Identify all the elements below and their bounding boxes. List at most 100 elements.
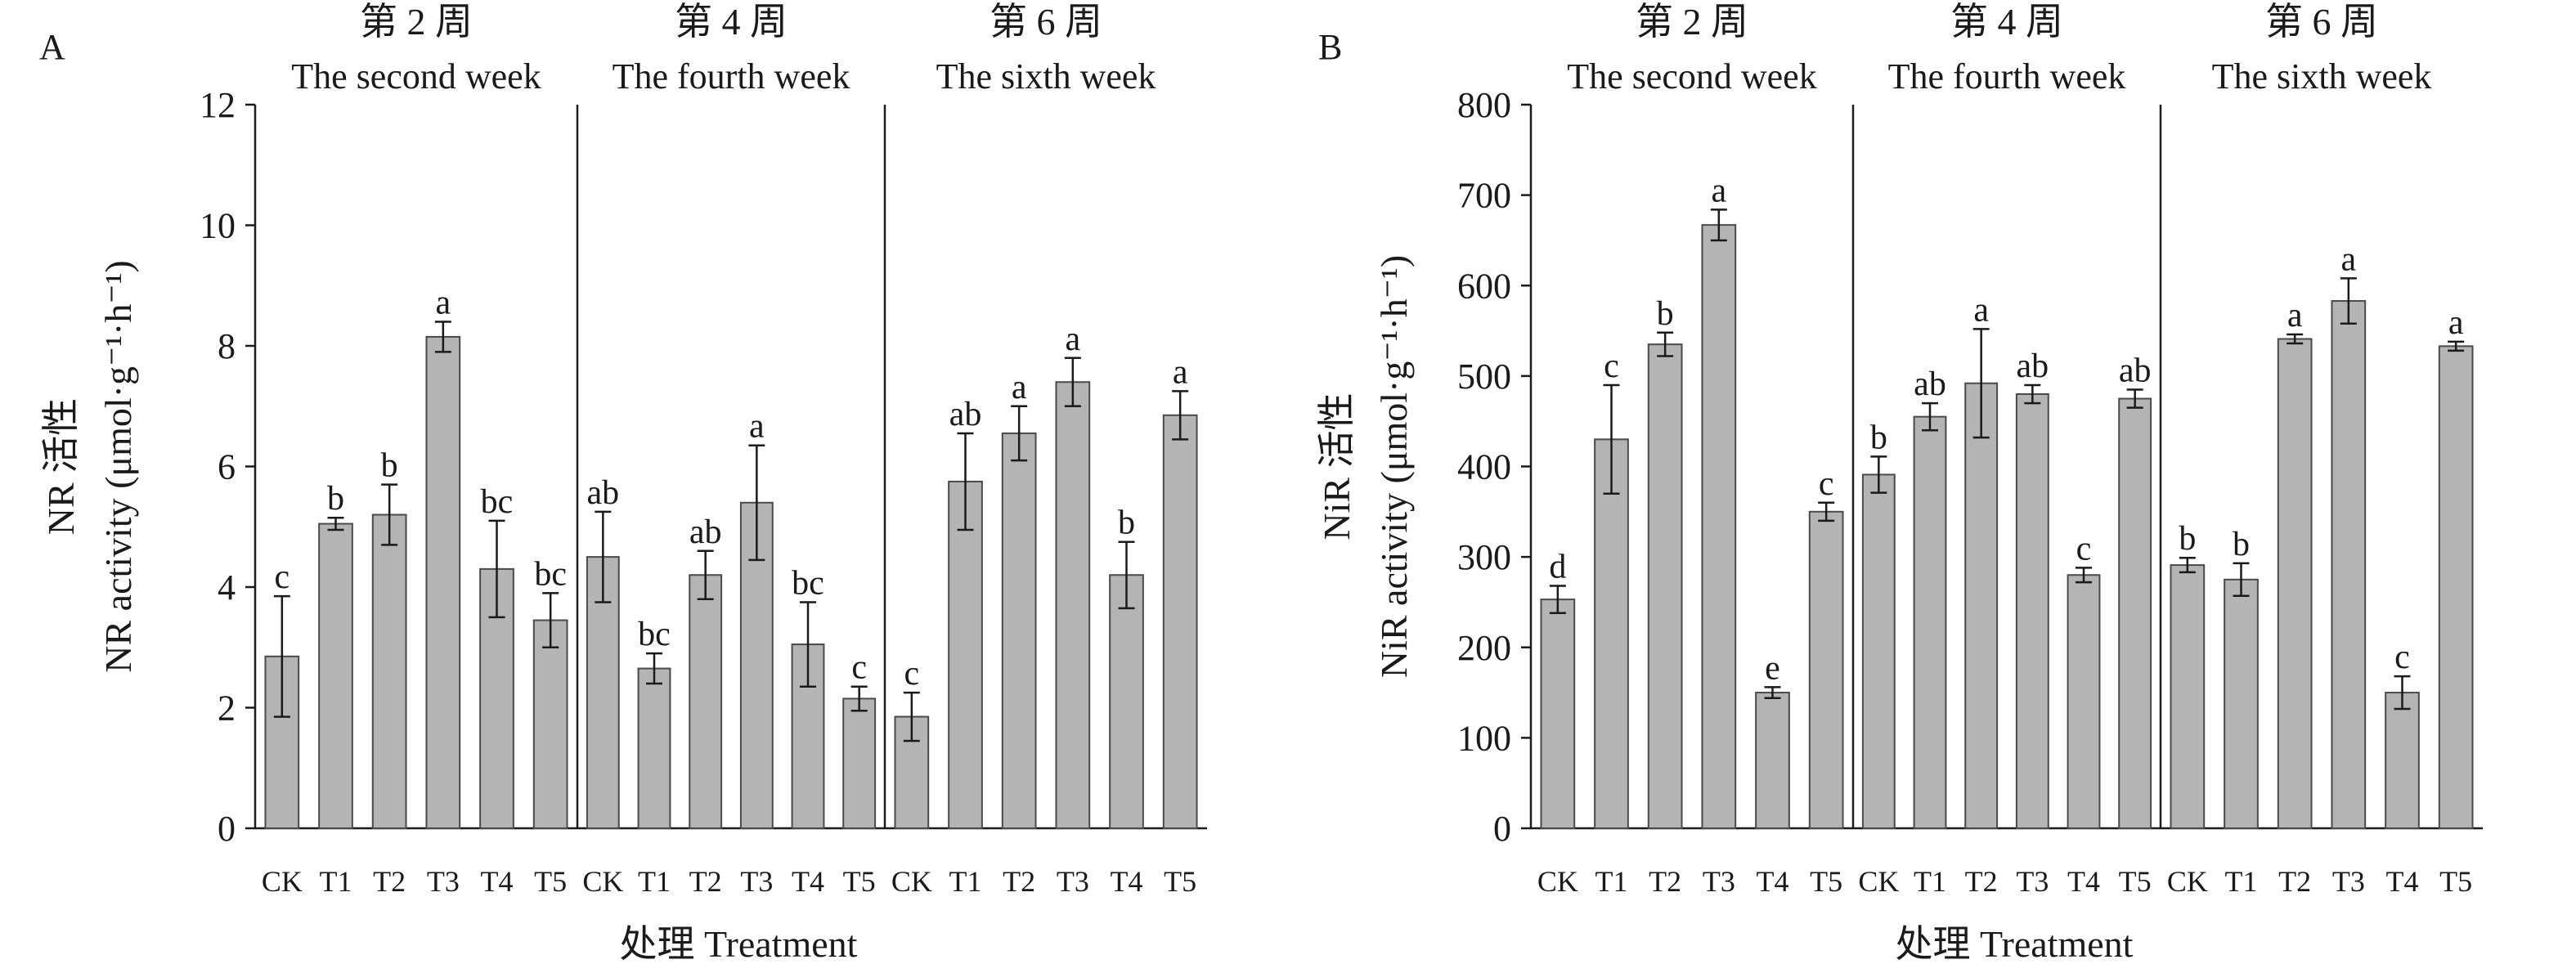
x-tick-label: T4 xyxy=(792,865,824,898)
x-tick-label: CK xyxy=(1858,865,1899,898)
bar-t2 xyxy=(1647,343,1683,829)
y-tick-label: 200 xyxy=(1457,628,1511,668)
x-tick-label: T4 xyxy=(2386,865,2419,898)
significance-letter: b xyxy=(327,480,344,518)
y-tick-label: 6 xyxy=(218,447,236,487)
x-tick-label: T2 xyxy=(2278,865,2311,898)
significance-letter: ab xyxy=(949,396,982,433)
significance-letter: a xyxy=(2287,297,2303,334)
significance-letter: b xyxy=(1657,295,1674,333)
x-tick-label: T5 xyxy=(1810,865,1842,898)
y-tick-label: 2 xyxy=(218,688,236,729)
significance-letter: ab xyxy=(587,474,620,512)
significance-letter: a xyxy=(749,408,765,446)
bar-t5 xyxy=(2118,397,2152,829)
x-axis-title: 处理 Treatment xyxy=(1896,923,2134,965)
significance-letter: c xyxy=(904,655,920,693)
x-tick-label: T3 xyxy=(740,865,773,898)
week-title-cn: 第 2 周 xyxy=(360,1,473,43)
y-tick-label: 8 xyxy=(218,326,236,366)
x-tick-label: T1 xyxy=(1914,865,1946,898)
significance-letter: a xyxy=(1973,291,1989,329)
significance-letter: ab xyxy=(1914,365,1946,403)
x-tick-label: T4 xyxy=(2067,865,2100,898)
bar-t2 xyxy=(1001,432,1037,829)
y-tick-label: 800 xyxy=(1457,85,1511,125)
bar-t5 xyxy=(842,697,877,829)
week-title-en: The second week xyxy=(1567,56,1816,96)
week-title-en: The fourth week xyxy=(1888,56,2126,96)
week-title-cn: 第 2 周 xyxy=(1636,1,1748,43)
bar-t2 xyxy=(1964,382,1999,830)
significance-letter: bc xyxy=(638,616,671,653)
significance-letter: a xyxy=(1012,369,1027,406)
y-tick-label: 0 xyxy=(218,809,236,849)
x-axis-title: 处理 Treatment xyxy=(620,923,858,965)
x-tick-label: CK xyxy=(891,865,932,898)
week-title-en: The second week xyxy=(291,56,541,96)
bar-t2 xyxy=(689,574,723,829)
significance-letter: bc xyxy=(481,483,514,521)
y-tick-label: 300 xyxy=(1457,537,1511,577)
x-tick-label: T3 xyxy=(1057,865,1089,898)
bar-t2 xyxy=(2277,338,2313,829)
y-tick-label: 12 xyxy=(200,85,236,125)
week-title-en: The sixth week xyxy=(2212,56,2432,96)
y-tick-label: 4 xyxy=(218,567,236,608)
x-tick-label: T5 xyxy=(534,865,567,898)
x-tick-label: T4 xyxy=(481,865,514,898)
bar-t1 xyxy=(948,480,983,829)
significance-letter: ab xyxy=(2119,352,2152,389)
bar-t4 xyxy=(2067,574,2101,829)
bar-t3 xyxy=(2331,300,2367,829)
significance-letter: c xyxy=(275,558,290,596)
bar-t3 xyxy=(2015,393,2049,829)
bar-t1 xyxy=(1594,438,1629,829)
x-tick-label: T1 xyxy=(320,865,352,898)
week-title-cn: 第 4 周 xyxy=(1950,1,2063,43)
bar-t1 xyxy=(1913,415,1947,829)
x-tick-label: T3 xyxy=(427,865,460,898)
y-axis-title-cn: NiR 活性 xyxy=(1316,392,1358,540)
x-tick-label: T4 xyxy=(1757,865,1789,898)
x-tick-label: T2 xyxy=(373,865,406,898)
significance-letter: b xyxy=(381,447,398,485)
x-tick-label: T1 xyxy=(638,865,671,898)
significance-letter: a xyxy=(2448,304,2464,342)
week-title-en: The fourth week xyxy=(613,56,850,96)
x-tick-label: CK xyxy=(1537,865,1578,898)
week-title-cn: 第 6 周 xyxy=(2265,1,2378,43)
x-tick-label: T5 xyxy=(1164,865,1196,898)
bar-t5 xyxy=(1162,414,1198,829)
week-title-cn: 第 4 周 xyxy=(675,1,788,43)
significance-letter: a xyxy=(1173,353,1188,391)
x-tick-label: T2 xyxy=(1965,865,1998,898)
significance-letter: c xyxy=(2076,530,2092,567)
significance-letter: a xyxy=(2341,240,2357,278)
y-tick-label: 10 xyxy=(200,206,236,246)
y-tick-label: 700 xyxy=(1457,176,1511,216)
y-tick-label: 400 xyxy=(1457,447,1511,487)
x-tick-label: T1 xyxy=(949,865,982,898)
x-tick-label: T3 xyxy=(2016,865,2049,898)
bar-t3 xyxy=(1055,381,1091,829)
panel-label: A xyxy=(39,27,65,67)
y-tick-label: 600 xyxy=(1457,266,1511,306)
x-tick-label: CK xyxy=(582,865,623,898)
significance-letter: c xyxy=(851,649,867,687)
x-tick-label: T1 xyxy=(1595,865,1628,898)
significance-letter: e xyxy=(1765,649,1780,687)
bar-t2 xyxy=(371,513,407,829)
significance-letter: a xyxy=(1712,172,1727,209)
bar-t4 xyxy=(1755,692,1790,829)
bar-ck xyxy=(1540,599,1576,830)
y-axis-title-cn: NR 活性 xyxy=(40,398,82,535)
significance-letter: a xyxy=(1066,321,1081,358)
x-tick-label: CK xyxy=(262,865,303,898)
bar-t3 xyxy=(1701,224,1737,830)
bar-ck xyxy=(2170,564,2206,829)
bar-t4 xyxy=(1109,574,1144,829)
significance-letter: ab xyxy=(689,513,722,551)
week-title-cn: 第 6 周 xyxy=(990,1,1102,43)
